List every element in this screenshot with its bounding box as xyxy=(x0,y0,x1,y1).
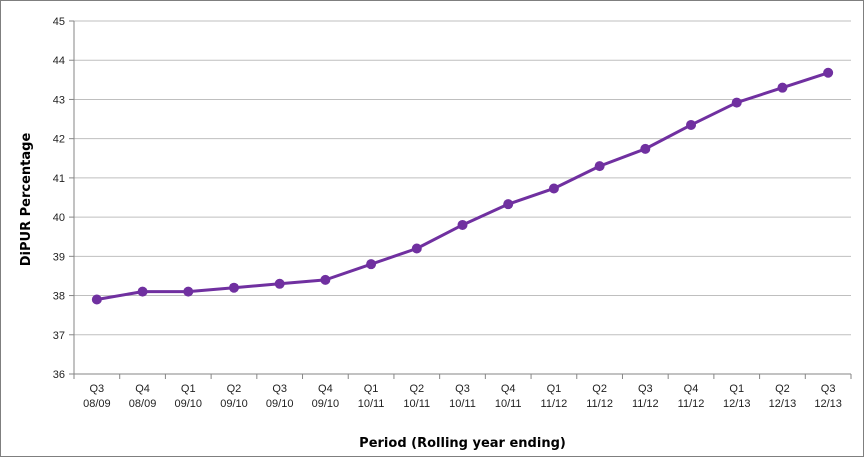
data-point xyxy=(548,183,559,194)
y-tick-label: 36 xyxy=(53,369,65,381)
x-tick-label-quarter: Q1 xyxy=(364,383,379,395)
x-tick-label-year: 12/13 xyxy=(723,398,751,410)
y-axis-title: DiPUR Percentage xyxy=(19,133,34,267)
y-tick-label: 38 xyxy=(53,291,65,303)
x-tick-label-quarter: Q2 xyxy=(227,383,242,395)
data-point xyxy=(228,282,239,293)
data-point xyxy=(274,278,285,289)
x-tick-label-year: 09/10 xyxy=(220,398,248,410)
x-tick-label-quarter: Q3 xyxy=(90,383,105,395)
axes xyxy=(73,21,851,375)
data-point xyxy=(686,119,697,130)
x-tick-label-year: 08/09 xyxy=(83,398,111,410)
x-tick-label-quarter: Q2 xyxy=(409,383,424,395)
data-point xyxy=(503,199,514,210)
x-tick-label-quarter: Q2 xyxy=(592,383,607,395)
x-tick-label-year: 12/13 xyxy=(769,398,797,410)
x-tick-label-year: 10/11 xyxy=(449,398,476,410)
x-tick-label-year: 08/09 xyxy=(129,398,157,410)
x-tick-label-year: 11/12 xyxy=(541,398,568,410)
x-tick-label-quarter: Q1 xyxy=(547,383,562,395)
x-tick-label-year: 10/11 xyxy=(403,398,430,410)
x-tick-label-quarter: Q2 xyxy=(775,383,790,395)
data-point xyxy=(366,259,377,270)
x-tick-label-year: 12/13 xyxy=(814,398,842,410)
x-axis-tick-labels: Q3 08/09 Q4 08/09 Q1 09/10 Q2 09/10 Q3 09/10 Q4 09/… xyxy=(83,383,842,410)
x-tick-label-year: 09/10 xyxy=(266,398,294,410)
x-tick-label-quarter: Q4 xyxy=(684,383,699,395)
y-tick-label: 37 xyxy=(53,330,65,342)
x-tick-label-year: 10/11 xyxy=(358,398,385,410)
x-tick-label-quarter: Q3 xyxy=(272,383,287,395)
data-point xyxy=(457,219,468,230)
x-tick-label-quarter: Q3 xyxy=(455,383,470,395)
x-tick-label-quarter: Q1 xyxy=(181,383,196,395)
data-point xyxy=(411,243,422,254)
data-point xyxy=(777,82,788,93)
y-tick-label: 42 xyxy=(53,134,65,146)
x-tick-label-year: 11/12 xyxy=(632,398,659,410)
x-axis-title: Period (Rolling year ending) xyxy=(359,436,566,451)
data-point xyxy=(91,294,102,305)
y-tick-label: 41 xyxy=(53,173,65,185)
y-tick-label: 45 xyxy=(53,16,65,28)
data-point xyxy=(320,274,331,285)
y-tick-label: 44 xyxy=(53,55,65,67)
x-tick-label-year: 09/10 xyxy=(174,398,202,410)
x-tick-label-year: 09/10 xyxy=(312,398,340,410)
x-tick-label-year: 11/12 xyxy=(586,398,613,410)
x-tick-label-year: 10/11 xyxy=(495,398,522,410)
data-point xyxy=(640,143,651,154)
x-axis-ticks xyxy=(73,374,852,379)
x-tick-label-quarter: Q3 xyxy=(821,383,836,395)
data-point xyxy=(731,97,742,108)
gridlines xyxy=(69,20,851,375)
data-series xyxy=(91,67,834,305)
x-tick-label-quarter: Q1 xyxy=(729,383,744,395)
data-point xyxy=(594,161,605,172)
y-tick-label: 40 xyxy=(53,212,65,224)
y-axis-tick-labels: 36 37 38 39 40 41 42 43 44 45 xyxy=(53,16,65,381)
y-tick-label: 39 xyxy=(53,251,65,263)
series-line xyxy=(95,71,830,301)
x-tick-label-quarter: Q4 xyxy=(318,383,333,395)
data-point xyxy=(183,286,194,297)
data-point xyxy=(137,286,148,297)
y-tick-label: 43 xyxy=(53,94,65,106)
x-tick-label-quarter: Q4 xyxy=(501,383,516,395)
x-tick-label-year: 11/12 xyxy=(678,398,705,410)
data-point xyxy=(823,67,834,78)
x-tick-label-quarter: Q3 xyxy=(638,383,653,395)
x-tick-label-quarter: Q4 xyxy=(135,383,150,395)
